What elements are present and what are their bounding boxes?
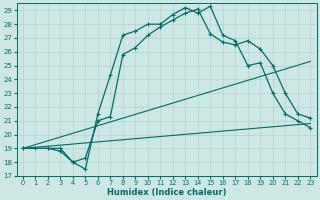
X-axis label: Humidex (Indice chaleur): Humidex (Indice chaleur) <box>107 188 226 197</box>
